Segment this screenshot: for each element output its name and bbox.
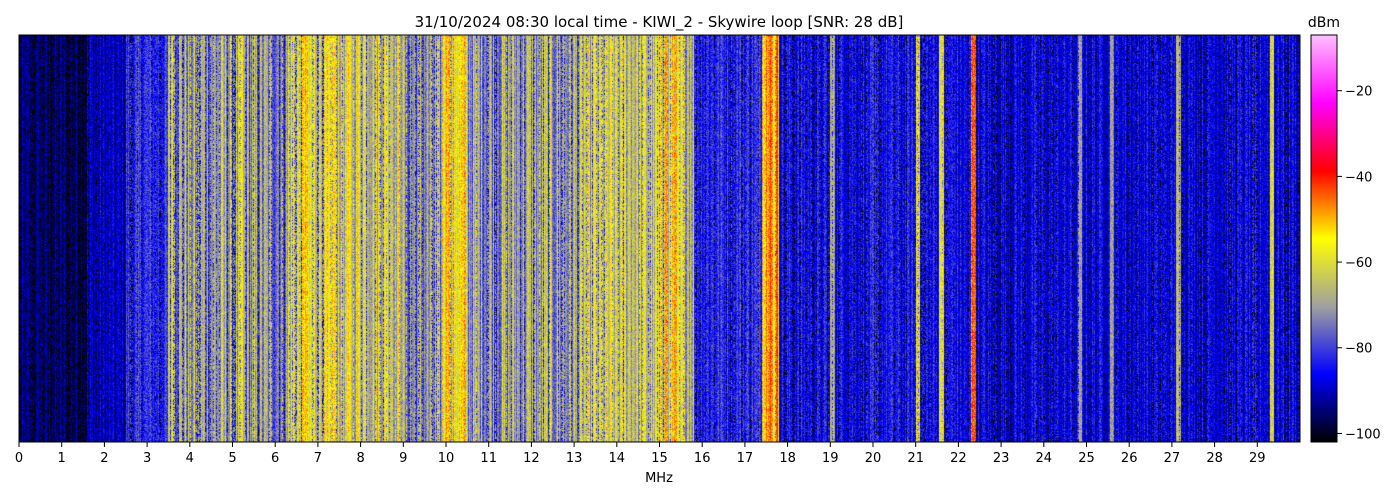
x-tick-label: 22 <box>950 451 967 466</box>
x-tick-label: 8 <box>356 451 364 466</box>
x-tick-label: 27 <box>1164 451 1181 466</box>
spectrogram-heatmap <box>19 35 1300 442</box>
x-axis-label: MHz <box>645 471 673 486</box>
x-tick-label: 3 <box>143 451 151 466</box>
x-tick-label: 18 <box>779 451 796 466</box>
x-tick-label: 7 <box>314 451 322 466</box>
x-tick-label: 2 <box>100 451 108 466</box>
x-tick-label: 11 <box>480 451 497 466</box>
colorbar-tick-label: −100 <box>1345 427 1381 442</box>
colorbar-tick-label: −20 <box>1345 85 1372 100</box>
colorbar: −20 −40 −60 −80 −100 dBm <box>1308 15 1381 443</box>
colorbar-frame <box>1310 34 1338 443</box>
x-tick-label: 25 <box>1078 451 1095 466</box>
x-tick-label: 16 <box>694 451 711 466</box>
colorbar-tick-label: −40 <box>1345 170 1372 185</box>
x-tick-label: 28 <box>1206 451 1223 466</box>
x-tick-label: 20 <box>865 451 882 466</box>
x-tick-label: 19 <box>822 451 839 466</box>
colorbar-ticks: −20 −40 −60 −80 −100 <box>1337 85 1381 442</box>
colorbar-tick-label: −60 <box>1345 256 1372 271</box>
x-tick-label: 26 <box>1121 451 1138 466</box>
x-tick-label: 23 <box>993 451 1010 466</box>
colorbar-gradient <box>1311 35 1337 442</box>
x-tick-label: 13 <box>566 451 583 466</box>
x-tick-label: 6 <box>271 451 279 466</box>
x-tick-label: 29 <box>1249 451 1266 466</box>
spectrogram-plot <box>18 34 1301 443</box>
x-tick-label: 1 <box>58 451 66 466</box>
x-tick-label: 21 <box>907 451 924 466</box>
colorbar-tick-label: −80 <box>1345 342 1372 357</box>
chart-title: 31/10/2024 08:30 local time - KIWI_2 - S… <box>415 13 904 32</box>
x-tick-label: 24 <box>1036 451 1053 466</box>
x-axis: 0 1 2 3 4 5 6 7 8 9 10 11 12 13 14 15 16 17 18 19 20 21 22 23 24… <box>15 442 1266 466</box>
colorbar-title: dBm <box>1308 15 1340 31</box>
x-tick-label: 5 <box>228 451 236 466</box>
x-tick-label: 10 <box>438 451 455 466</box>
x-tick-label: 4 <box>186 451 194 466</box>
x-tick-label: 12 <box>523 451 540 466</box>
x-tick-label: 0 <box>15 451 23 466</box>
x-tick-label: 15 <box>651 451 668 466</box>
x-tick-label: 14 <box>609 451 626 466</box>
x-tick-label: 17 <box>737 451 754 466</box>
x-tick-label: 9 <box>399 451 407 466</box>
